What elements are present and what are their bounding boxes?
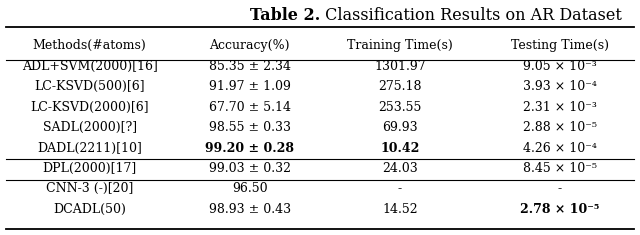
Text: 98.55 ± 0.33: 98.55 ± 0.33	[209, 121, 291, 134]
Text: CNN-3 (-)[20]: CNN-3 (-)[20]	[46, 182, 133, 196]
Text: 3.93 × 10⁻⁴: 3.93 × 10⁻⁴	[523, 80, 597, 93]
Text: Training Time(s): Training Time(s)	[347, 39, 453, 52]
Text: 96.50: 96.50	[232, 182, 268, 196]
Text: ADL+SVM(2000)[16]: ADL+SVM(2000)[16]	[22, 60, 157, 73]
Text: 9.05 × 10⁻³: 9.05 × 10⁻³	[523, 60, 597, 73]
Text: Methods(#atoms): Methods(#atoms)	[33, 39, 147, 52]
Text: 2.78 × 10⁻⁵: 2.78 × 10⁻⁵	[520, 203, 600, 216]
Text: 8.45 × 10⁻⁵: 8.45 × 10⁻⁵	[523, 162, 597, 175]
Text: 4.26 × 10⁻⁴: 4.26 × 10⁻⁴	[523, 141, 597, 155]
Text: 99.03 ± 0.32: 99.03 ± 0.32	[209, 162, 291, 175]
Text: Accuracy(%): Accuracy(%)	[209, 39, 290, 52]
Text: 275.18: 275.18	[378, 80, 422, 93]
Text: DADL(2211)[10]: DADL(2211)[10]	[37, 141, 142, 155]
Text: DCADL(50): DCADL(50)	[53, 203, 126, 216]
Text: 98.93 ± 0.43: 98.93 ± 0.43	[209, 203, 291, 216]
Text: 2.88 × 10⁻⁵: 2.88 × 10⁻⁵	[523, 121, 597, 134]
Text: 69.93: 69.93	[382, 121, 418, 134]
Text: 10.42: 10.42	[380, 141, 420, 155]
Text: -: -	[398, 182, 402, 196]
Text: -: -	[558, 182, 562, 196]
Text: 91.97 ± 1.09: 91.97 ± 1.09	[209, 80, 291, 93]
Text: 99.20 ± 0.28: 99.20 ± 0.28	[205, 141, 294, 155]
Text: 24.03: 24.03	[382, 162, 418, 175]
Text: 14.52: 14.52	[382, 203, 418, 216]
Text: 1301.97: 1301.97	[374, 60, 426, 73]
Text: Classification Results on AR Dataset: Classification Results on AR Dataset	[320, 7, 622, 24]
Text: 253.55: 253.55	[378, 101, 422, 114]
Text: LC-KSVD(500)[6]: LC-KSVD(500)[6]	[35, 80, 145, 93]
Text: Testing Time(s): Testing Time(s)	[511, 39, 609, 52]
Text: LC-KSVD(2000)[6]: LC-KSVD(2000)[6]	[30, 101, 149, 114]
Text: SADL(2000)[?]: SADL(2000)[?]	[42, 121, 137, 134]
Text: DPL(2000)[17]: DPL(2000)[17]	[42, 162, 137, 175]
Text: 2.31 × 10⁻³: 2.31 × 10⁻³	[523, 101, 597, 114]
Text: 85.35 ± 2.34: 85.35 ± 2.34	[209, 60, 291, 73]
Text: 67.70 ± 5.14: 67.70 ± 5.14	[209, 101, 291, 114]
Text: Table 2.: Table 2.	[250, 7, 320, 24]
